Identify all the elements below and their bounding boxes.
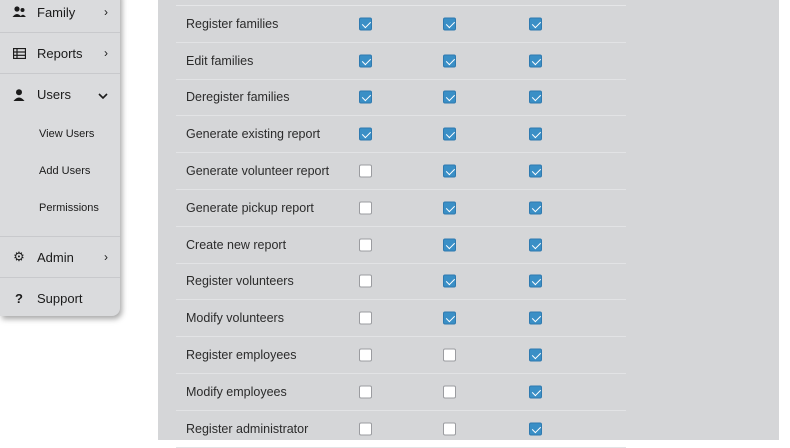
sidebar-item-label: Support <box>37 291 83 306</box>
permission-row: Deregister families <box>176 80 626 117</box>
permission-checkbox[interactable] <box>529 54 542 68</box>
permission-label: Modify volunteers <box>186 311 284 326</box>
permission-checkbox[interactable] <box>443 127 456 141</box>
permission-checkbox[interactable] <box>359 164 372 178</box>
permission-checkbox[interactable] <box>359 201 372 215</box>
permission-checkbox[interactable] <box>443 348 456 362</box>
permissions-table: Register families Edit families Deregister… <box>176 5 626 448</box>
chevron-right-icon: › <box>104 5 108 19</box>
reports-icon <box>12 46 26 60</box>
permission-checkbox[interactable] <box>529 17 542 31</box>
permission-checkbox[interactable] <box>359 90 372 104</box>
sidebar-item-reports[interactable]: Reports › <box>0 33 120 74</box>
permission-checkbox[interactable] <box>443 385 456 399</box>
permission-row: Register administrator <box>176 411 626 448</box>
permission-label: Edit families <box>186 53 254 68</box>
permission-checkbox[interactable] <box>529 201 542 215</box>
permission-checkbox[interactable] <box>359 348 372 362</box>
permission-checkbox[interactable] <box>529 90 542 104</box>
sidebar-item-label: Reports <box>37 45 83 61</box>
permission-checkbox[interactable] <box>359 385 372 399</box>
family-icon <box>12 5 26 19</box>
chevron-right-icon: › <box>104 250 108 264</box>
sidebar-item-label: Admin <box>37 249 74 265</box>
question-icon: ? <box>15 291 23 306</box>
users-submenu: View Users Add Users Permissions <box>0 115 120 237</box>
permission-checkbox[interactable] <box>443 238 456 252</box>
permission-checkbox[interactable] <box>443 422 456 436</box>
permission-checkbox[interactable] <box>529 422 542 436</box>
sidebar-item-label: Users <box>37 87 71 102</box>
permission-label: Register employees <box>186 348 297 363</box>
submenu-item-permissions[interactable]: Permissions <box>39 201 99 214</box>
permission-checkbox[interactable] <box>443 54 456 68</box>
permission-label: Modify employees <box>186 384 287 399</box>
chevron-down-icon <box>98 88 108 102</box>
permission-row: Create new report <box>176 227 626 264</box>
permission-checkbox[interactable] <box>443 274 456 288</box>
permission-checkbox[interactable] <box>359 422 372 436</box>
submenu-item-view-users[interactable]: View Users <box>39 127 95 140</box>
permission-row: Register volunteers <box>176 264 626 301</box>
permission-row: Generate existing report <box>176 116 626 154</box>
permission-checkbox[interactable] <box>443 90 456 104</box>
permission-checkbox[interactable] <box>529 274 542 288</box>
permission-checkbox[interactable] <box>529 348 542 362</box>
permission-row: Modify employees <box>176 374 626 411</box>
permission-row: Register families <box>176 6 626 43</box>
permission-row: Edit families <box>176 43 626 80</box>
permission-checkbox[interactable] <box>529 311 542 325</box>
sidebar-item-support[interactable]: ? Support <box>0 278 120 319</box>
permission-checkbox[interactable] <box>529 127 542 141</box>
sidebar-item-admin[interactable]: ⚙ Admin › <box>0 237 120 278</box>
permission-checkbox[interactable] <box>529 238 542 252</box>
permission-checkbox[interactable] <box>443 311 456 325</box>
permission-checkbox[interactable] <box>359 311 372 325</box>
permission-checkbox[interactable] <box>359 274 372 288</box>
permission-row: Generate volunteer report <box>176 153 626 190</box>
permission-label: Register families <box>186 16 279 31</box>
permission-row: Modify volunteers <box>176 300 626 338</box>
permission-label: Generate pickup report <box>186 200 314 215</box>
permission-checkbox[interactable] <box>529 385 542 399</box>
sidebar-item-family[interactable]: Family › <box>0 0 120 33</box>
permission-label: Create new report <box>186 237 287 252</box>
permission-checkbox[interactable] <box>359 127 372 141</box>
permission-checkbox[interactable] <box>443 201 456 215</box>
user-icon <box>12 88 26 102</box>
permission-checkbox[interactable] <box>443 17 456 31</box>
permission-checkbox[interactable] <box>359 54 372 68</box>
permission-label: Register administrator <box>186 421 309 436</box>
permissions-panel: Register families Edit families Deregister… <box>158 0 779 448</box>
permission-label: Register volunteers <box>186 274 294 289</box>
permission-label: Generate volunteer report <box>186 164 330 179</box>
permission-label: Generate existing report <box>186 127 321 142</box>
submenu-item-add-users[interactable]: Add Users <box>39 164 91 177</box>
sidebar-item-users[interactable]: Users <box>0 74 120 115</box>
permission-label: Deregister families <box>186 90 290 105</box>
permission-checkbox[interactable] <box>359 17 372 31</box>
permission-row: Register employees <box>176 337 626 374</box>
permission-checkbox[interactable] <box>529 164 542 178</box>
sidebar-item-label: Family <box>37 4 76 20</box>
gear-icon: ⚙ <box>13 249 25 264</box>
chevron-right-icon: › <box>104 46 108 60</box>
permission-checkbox[interactable] <box>359 238 372 252</box>
sidebar: Family › Reports › Users View Users Add … <box>0 0 120 316</box>
permission-checkbox[interactable] <box>443 164 456 178</box>
permission-row: Generate pickup report <box>176 190 626 227</box>
